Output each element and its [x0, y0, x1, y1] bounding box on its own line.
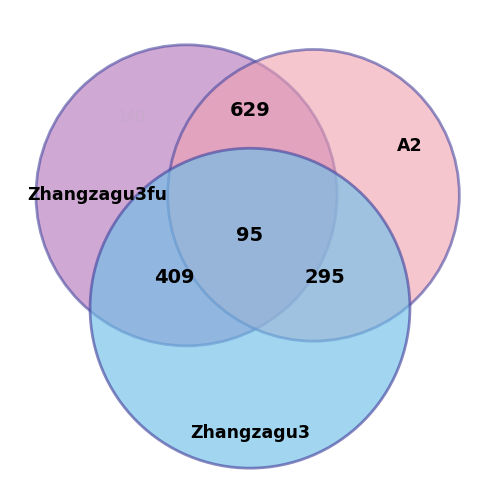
Text: 629: 629 [230, 101, 270, 120]
Text: 95: 95 [236, 226, 264, 245]
Text: 409: 409 [154, 268, 195, 287]
Circle shape [90, 148, 410, 468]
Text: Zhangzagu3: Zhangzagu3 [190, 424, 310, 442]
Text: 140: 140 [118, 110, 146, 125]
Circle shape [168, 49, 460, 341]
Text: Zhangzagu3fu: Zhangzagu3fu [27, 186, 167, 204]
Text: A2: A2 [397, 137, 422, 155]
Text: 295: 295 [305, 268, 346, 287]
Circle shape [36, 45, 337, 346]
